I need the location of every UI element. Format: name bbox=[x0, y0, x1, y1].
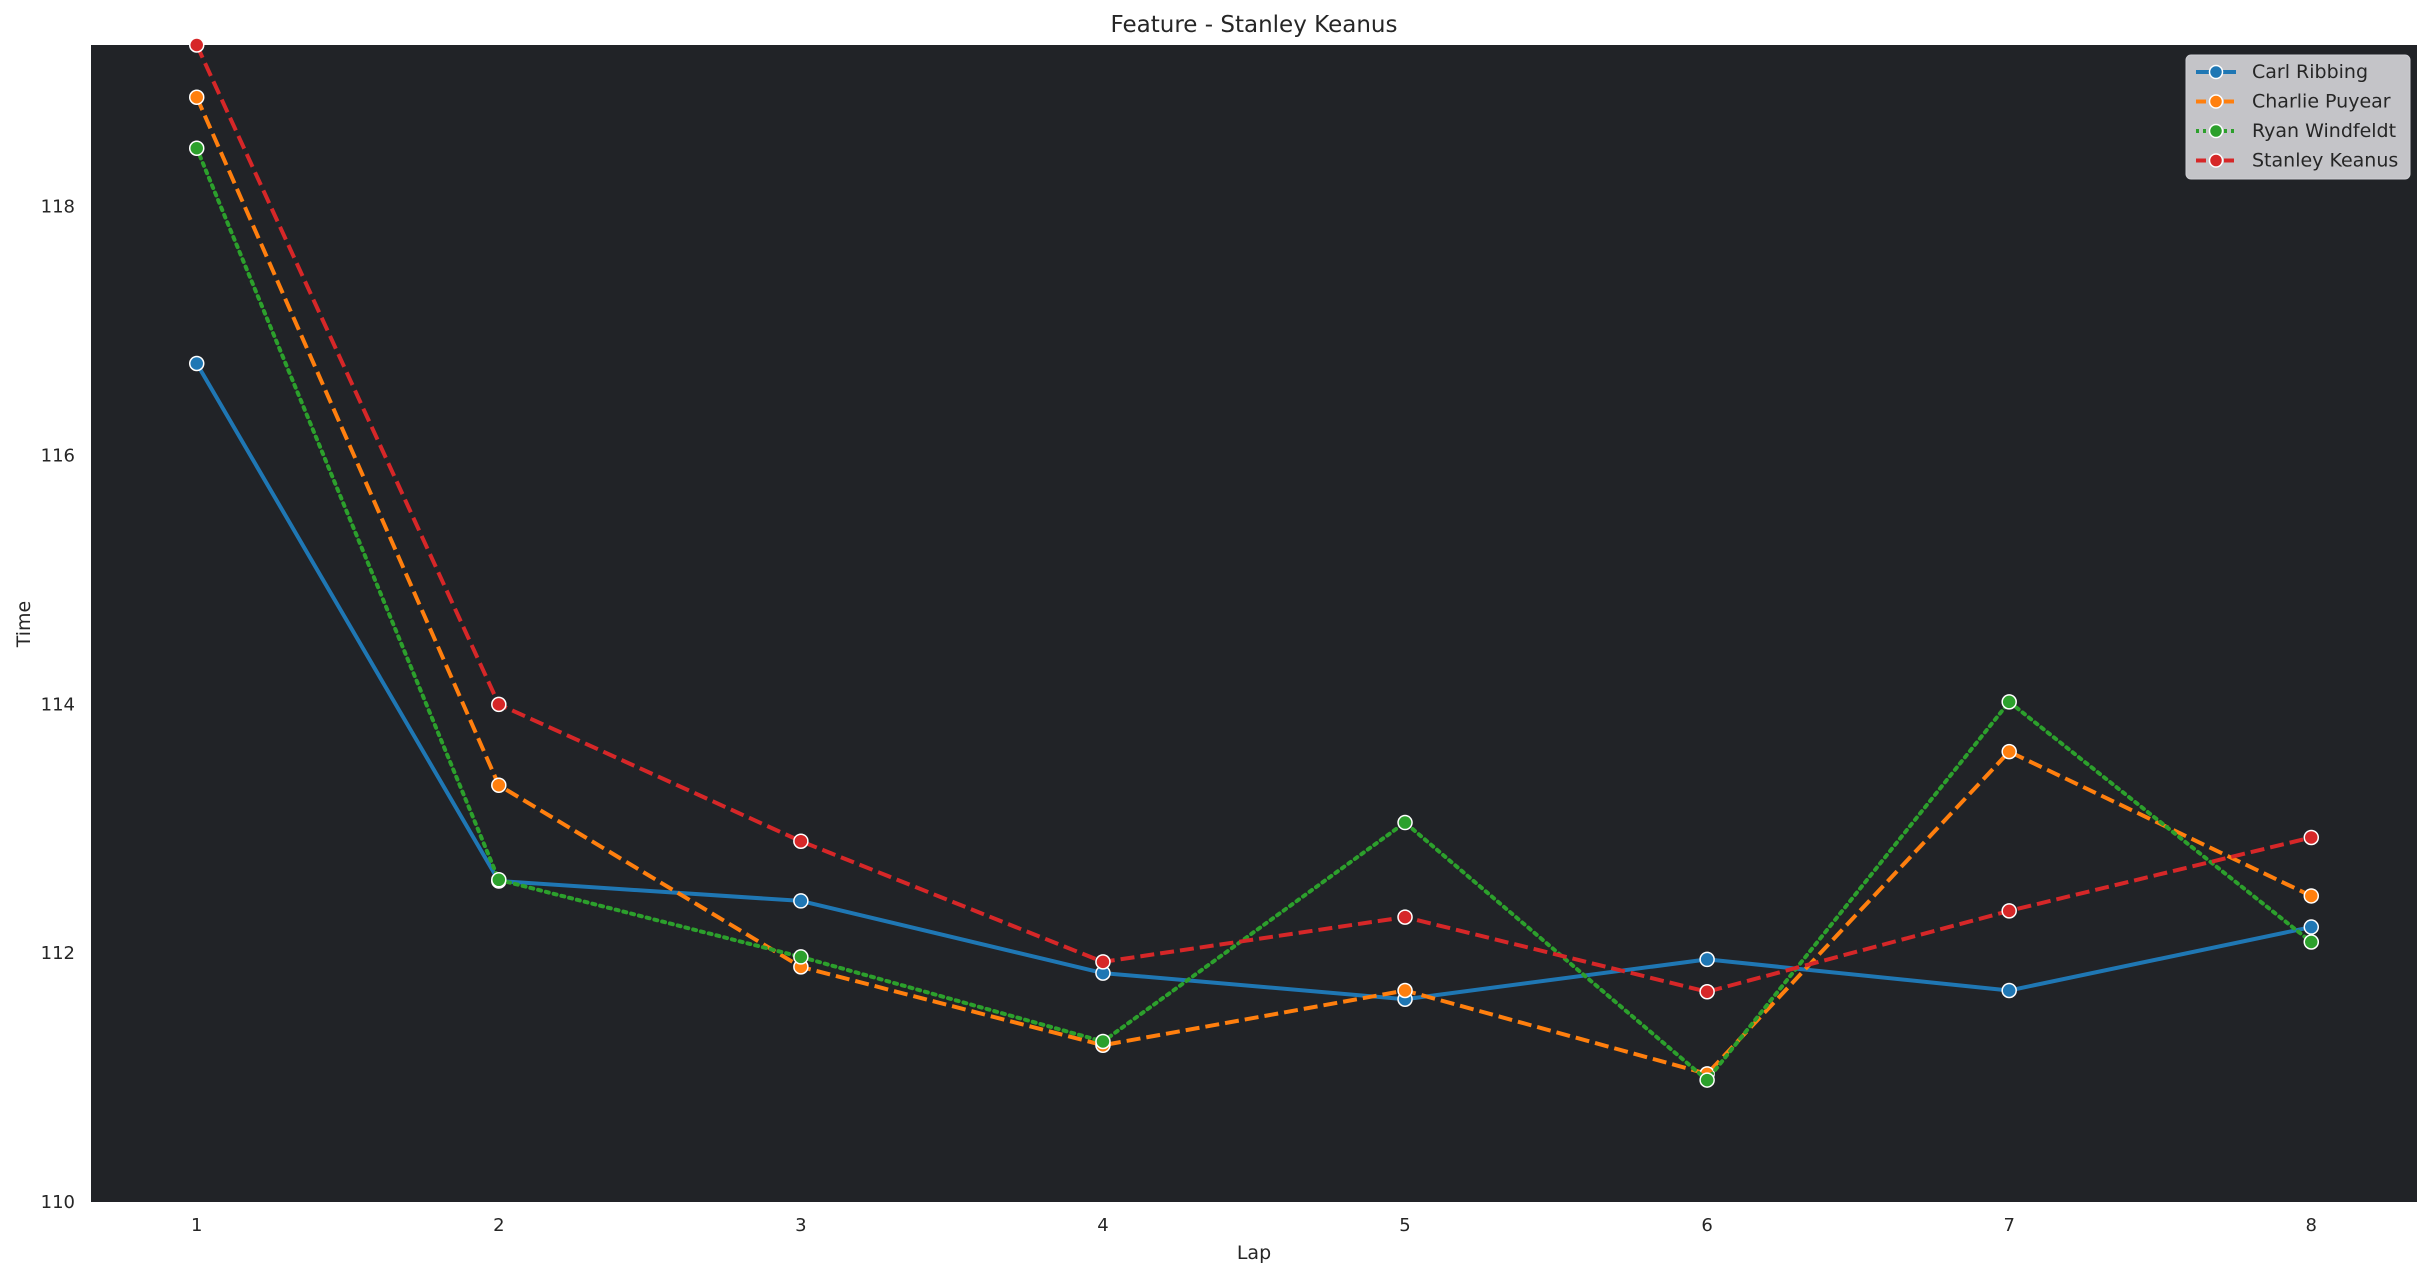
x-tick-label: 3 bbox=[795, 1215, 806, 1236]
x-axis-ticks: 1 2 3 4 5 6 7 8 bbox=[191, 1215, 2317, 1236]
data-point bbox=[1699, 951, 1715, 968]
legend-swatch-marker bbox=[2208, 64, 2224, 80]
data-point bbox=[491, 777, 507, 793]
x-tick-label: 7 bbox=[2003, 1215, 2014, 1236]
data-point bbox=[2001, 743, 2017, 760]
data-point bbox=[1699, 984, 1715, 1000]
series-layer bbox=[188, 37, 2320, 1088]
series-line bbox=[194, 96, 2313, 1076]
legend: Carl Ribbing Charlie Puyear Ryan Windfeldt… bbox=[2185, 54, 2411, 180]
y-tick-label: 114 bbox=[41, 694, 75, 715]
data-point bbox=[1095, 1033, 1111, 1050]
data-point bbox=[491, 872, 507, 888]
legend-swatch-marker bbox=[2208, 94, 2224, 109]
legend-swatch-marker bbox=[2208, 123, 2224, 139]
data-point bbox=[2303, 888, 2320, 904]
data-point bbox=[2001, 694, 2017, 710]
series-line bbox=[194, 44, 2312, 994]
series-charlie-puyear bbox=[188, 89, 2320, 1082]
data-point bbox=[2303, 919, 2320, 935]
x-tick-label: 2 bbox=[493, 1215, 504, 1236]
series-line bbox=[195, 362, 2312, 1002]
legend-label: Ryan Windfeldt bbox=[2252, 120, 2396, 142]
data-point bbox=[2001, 903, 2017, 919]
data-point bbox=[1095, 954, 1111, 970]
x-axis-label: Lap bbox=[1237, 1242, 1271, 1264]
y-tick-label: 118 bbox=[41, 197, 75, 218]
x-tick-label: 5 bbox=[1399, 1215, 1410, 1236]
x-tick-label: 8 bbox=[2306, 1215, 2317, 1236]
data-point bbox=[793, 833, 809, 849]
data-point bbox=[188, 37, 205, 53]
series-line bbox=[194, 146, 2314, 1083]
chart-title: Feature - Stanley Keanus bbox=[1111, 12, 1398, 38]
data-point bbox=[188, 89, 205, 105]
x-tick-label: 6 bbox=[1701, 1215, 1712, 1236]
data-point bbox=[793, 893, 809, 909]
x-tick-label: 4 bbox=[1097, 1215, 1108, 1236]
data-point bbox=[491, 696, 507, 713]
legend-box bbox=[2185, 54, 2411, 180]
y-tick-label: 110 bbox=[41, 1192, 75, 1213]
y-tick-label: 112 bbox=[41, 943, 75, 964]
legend-item: Carl Ribbing bbox=[2196, 61, 2368, 83]
x-tick-label: 1 bbox=[191, 1215, 202, 1236]
data-point bbox=[2303, 829, 2320, 846]
legend-item: Ryan Windfeldt bbox=[2196, 120, 2396, 142]
legend-label: Stanley Keanus bbox=[2252, 150, 2398, 172]
legend-label: Carl Ribbing bbox=[2252, 61, 2368, 83]
legend-swatch-marker bbox=[2208, 153, 2224, 168]
series-stanley-keanus bbox=[188, 37, 2320, 1000]
data-point bbox=[1397, 814, 1413, 831]
y-axis-ticks: 110 112 114 116 118 bbox=[41, 197, 75, 1213]
data-point bbox=[793, 949, 809, 965]
legend-item: Charlie Puyear bbox=[2196, 91, 2391, 113]
legend-label: Charlie Puyear bbox=[2252, 91, 2391, 113]
data-point bbox=[1397, 982, 1413, 999]
y-tick-label: 116 bbox=[41, 446, 75, 467]
plot-area bbox=[91, 45, 2417, 1202]
y-axis-label: Time bbox=[13, 601, 35, 649]
data-point bbox=[188, 140, 205, 157]
data-point bbox=[2303, 934, 2320, 950]
series-ryan-windfeldt bbox=[188, 140, 2320, 1088]
data-point bbox=[188, 355, 205, 372]
data-point bbox=[2001, 982, 2017, 999]
data-point bbox=[1397, 909, 1413, 925]
data-point bbox=[1699, 1072, 1715, 1088]
legend-item: Stanley Keanus bbox=[2196, 150, 2398, 172]
